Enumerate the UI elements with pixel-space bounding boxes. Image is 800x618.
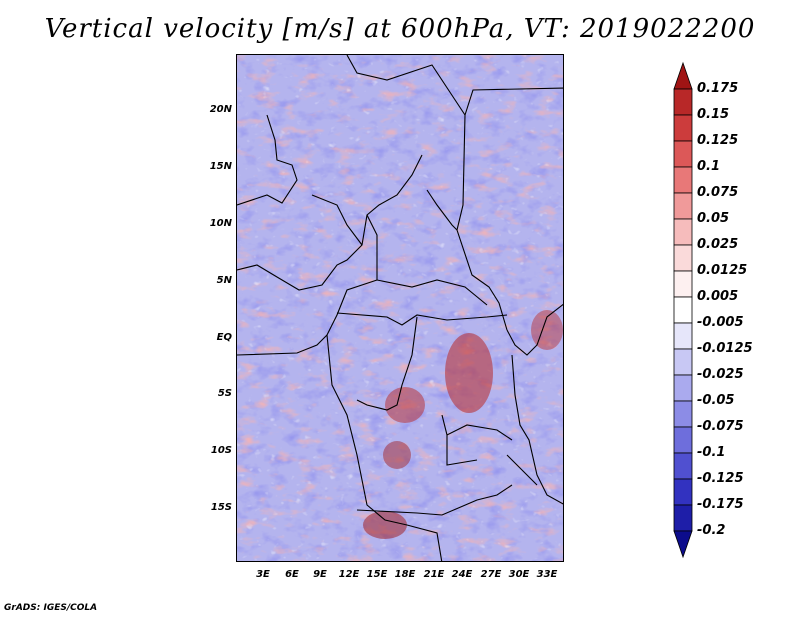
lon-label: 6E	[285, 569, 299, 580]
strong-uplift-region	[385, 387, 425, 423]
colorbar-top-triangle	[673, 61, 693, 90]
colorbar-swatch	[673, 140, 693, 168]
strong-uplift-region	[531, 310, 563, 350]
colorbar-swatch	[673, 244, 693, 272]
colorbar-swatch	[673, 218, 693, 246]
country-borders	[237, 55, 563, 561]
lon-label: 9E	[313, 569, 327, 580]
lon-label: 21E	[423, 569, 445, 580]
colorbar-label: 0.025	[697, 237, 739, 252]
colorbar-label: 0.175	[697, 81, 739, 96]
colorbar-label: -0.075	[697, 419, 744, 434]
colorbar-swatch	[673, 426, 693, 454]
grads-credit: GrADS: IGES/COLA	[4, 603, 98, 613]
colorbar-swatch	[673, 114, 693, 142]
colorbar-label: -0.125	[697, 471, 744, 486]
lon-label: 27E	[480, 569, 502, 580]
colorbar-swatch	[673, 400, 693, 428]
colorbar-swatch	[673, 322, 693, 350]
colorbar-label: 0.075	[697, 185, 739, 200]
colorbar-label: 0.0125	[697, 263, 748, 278]
colorbar-label: -0.05	[697, 393, 735, 408]
strong-uplift-region	[445, 333, 493, 413]
colorbar-swatch	[673, 270, 693, 298]
colorbar-swatch	[673, 504, 693, 532]
colorbar-label: 0.005	[697, 289, 739, 304]
strong-uplift-region	[363, 511, 407, 539]
lat-label: 20N	[209, 104, 232, 115]
neutral-motion-field	[237, 55, 563, 561]
lon-label: 30E	[508, 569, 530, 580]
lat-label: 5S	[217, 388, 232, 399]
colorbar-label: 0.15	[697, 107, 730, 122]
colorbar-label: -0.0125	[697, 341, 753, 356]
colorbar-swatch	[673, 166, 693, 194]
lon-label: 15E	[366, 569, 388, 580]
lat-label: 5N	[216, 275, 232, 286]
lat-label: 10N	[209, 218, 232, 229]
colorbar-label: -0.2	[697, 523, 726, 538]
colorbar-label: -0.025	[697, 367, 744, 382]
colorbar-swatch	[673, 88, 693, 116]
vertical-velocity-map	[236, 54, 564, 562]
strong-uplift-region	[383, 441, 411, 469]
colorbar-swatch	[673, 348, 693, 376]
colorbar-swatch	[673, 478, 693, 506]
colorbar-swatch	[673, 296, 693, 324]
colorbar-label: 0.1	[697, 159, 721, 174]
lat-label: 15S	[210, 502, 232, 513]
colorbar-label: 0.125	[697, 133, 739, 148]
colorbar	[673, 61, 693, 559]
colorbar-swatch	[673, 452, 693, 480]
colorbar-label: -0.1	[697, 445, 726, 460]
colorbar-bottom-triangle	[673, 530, 693, 559]
lat-label: 15N	[209, 161, 232, 172]
lon-label: 12E	[338, 569, 360, 580]
colorbar-label: -0.175	[697, 497, 744, 512]
lon-label: 24E	[451, 569, 473, 580]
lat-label: 10S	[210, 445, 232, 456]
colorbar-swatch	[673, 192, 693, 220]
lon-label: 3E	[256, 569, 270, 580]
lon-label: 33E	[536, 569, 558, 580]
colorbar-label: -0.005	[697, 315, 744, 330]
colorbar-swatch	[673, 374, 693, 402]
chart-title: Vertical velocity [m/s] at 600hPa, VT: 2…	[44, 14, 756, 44]
colorbar-label: 0.05	[697, 211, 730, 226]
lon-label: 18E	[394, 569, 416, 580]
lat-label: EQ	[216, 332, 232, 343]
